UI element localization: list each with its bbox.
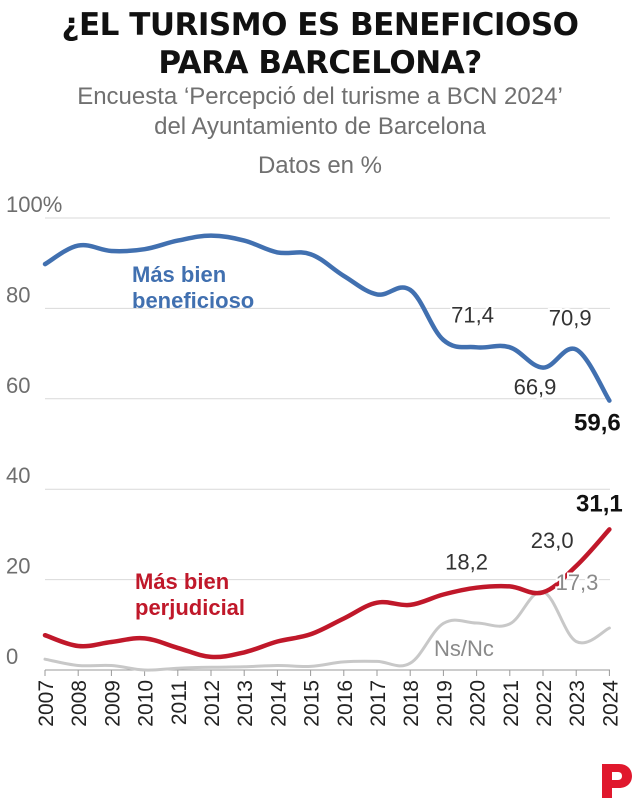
x-tick-label: 2020 <box>467 680 490 727</box>
x-tick-label: 2016 <box>334 680 357 727</box>
x-tick-label: 2009 <box>101 680 124 727</box>
chart-title-line-2: PARA BARCELONA? <box>158 45 482 81</box>
y-tick-label: 40 <box>6 463 30 488</box>
chart-subtitle-line-2: del Ayuntamiento de Barcelona <box>154 113 486 140</box>
chart-subtitle-line-1: Encuesta ‘Percepció del turisme a BCN 20… <box>77 83 563 110</box>
series-label-perjudicial: perjudicial <box>135 595 245 620</box>
data-label: 66,9 <box>514 375 557 400</box>
y-tick-label: 80 <box>6 282 30 307</box>
x-tick-label: 2012 <box>201 680 224 727</box>
x-tick-label: 2008 <box>68 680 91 727</box>
series-label-beneficioso: beneficioso <box>132 288 254 313</box>
series-label-perjudicial: Más bien <box>135 569 229 594</box>
data-label: 71,4 <box>451 302 494 327</box>
x-tick-label: 2011 <box>168 680 191 725</box>
series-label-nsnc: Ns/Nc <box>434 636 494 661</box>
series-line-beneficioso <box>42 233 612 403</box>
x-tick-label: 2019 <box>433 680 456 727</box>
x-tick-label: 2010 <box>135 680 158 727</box>
series-line-perjudicial <box>42 527 612 660</box>
x-tick-label: 2017 <box>367 680 390 727</box>
data-label: 31,1 <box>576 490 623 517</box>
data-label: 18,2 <box>445 550 488 575</box>
units-label: Datos en % <box>257 152 383 179</box>
chart-title: ¿EL TURISMO ES BENEFICIOSO PARA BARCELON… <box>0 6 640 82</box>
y-tick-label: 60 <box>6 373 30 398</box>
y-tick-label: 100% <box>6 192 62 217</box>
data-label: 59,6 <box>574 410 621 437</box>
data-label: 70,9 <box>549 306 592 331</box>
data-label: 17,3 <box>556 570 599 595</box>
publisher-logo-icon <box>602 764 632 798</box>
x-tick-label: 2024 <box>599 680 622 727</box>
x-tick-label: 2015 <box>301 680 324 727</box>
y-tick-label: 0 <box>6 644 18 669</box>
data-label: 23,0 <box>531 528 574 553</box>
y-tick-label: 20 <box>6 554 30 579</box>
x-tick-label: 2023 <box>566 680 589 727</box>
x-tick-label: 2018 <box>400 680 423 727</box>
x-tick-label: 2022 <box>533 680 556 727</box>
x-tick-label: 2014 <box>267 680 290 727</box>
series-line-nsnc <box>43 590 611 672</box>
x-tick-label: 2007 <box>35 680 58 727</box>
x-tick-label: 2013 <box>234 680 257 727</box>
x-tick-label: 2021 <box>500 680 523 727</box>
series-label-beneficioso: Más bien <box>132 262 226 287</box>
chart-subtitle: Encuesta ‘Percepció del turisme a BCN 20… <box>0 82 640 142</box>
chart-title-line-1: ¿EL TURISMO ES BENEFICIOSO <box>61 7 580 43</box>
